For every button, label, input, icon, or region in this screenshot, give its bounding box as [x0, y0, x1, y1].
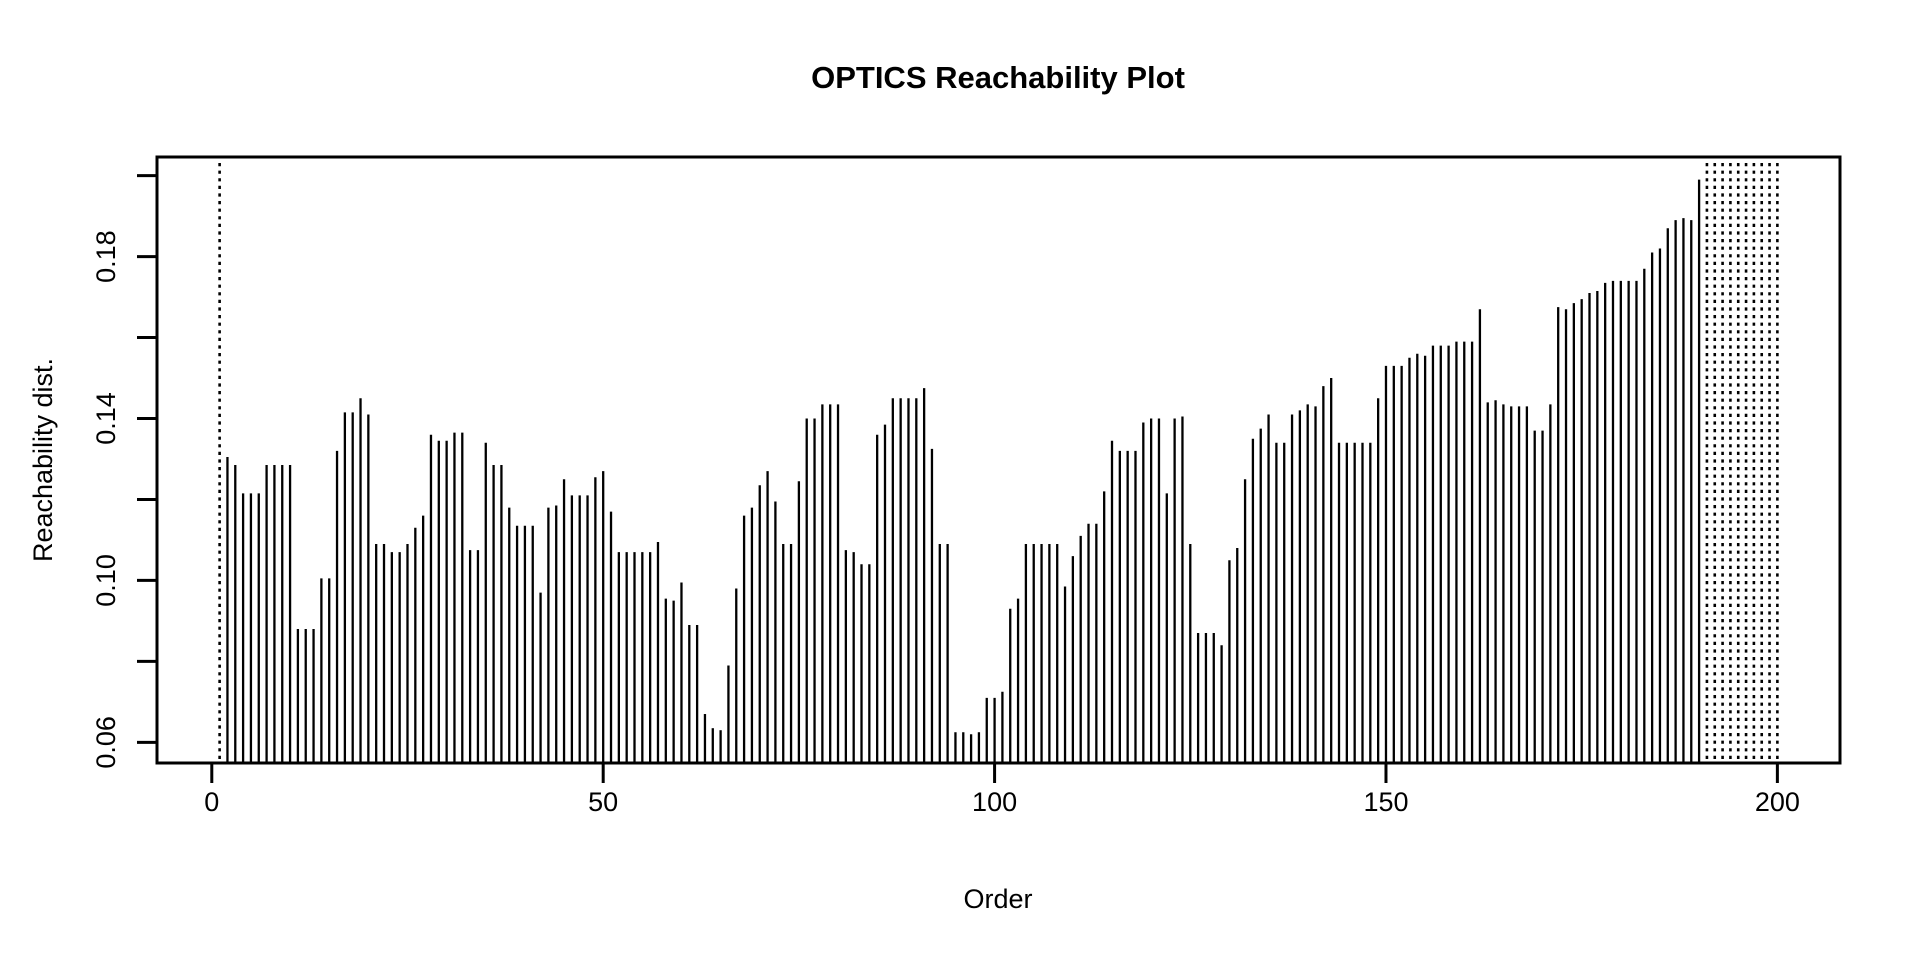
x-tick-label: 50: [588, 787, 618, 817]
y-tick-label: 0.18: [91, 230, 121, 283]
y-tick-label: 0.10: [91, 554, 121, 607]
x-axis: 0 50 100 150 200: [204, 763, 1800, 817]
x-tick-label: 100: [972, 787, 1017, 817]
y-tick-label: 0.14: [91, 392, 121, 445]
x-tick-label: 150: [1363, 787, 1408, 817]
y-axis-label: Reachability dist.: [28, 358, 58, 562]
reachability-bars: [218, 163, 1779, 763]
y-axis: 0.06 0.10 0.14 0.18: [91, 174, 157, 769]
plot-title: OPTICS Reachability Plot: [811, 60, 1185, 95]
x-axis-label: Order: [963, 884, 1032, 914]
y-tick-label: 0.06: [91, 716, 121, 769]
plot-box: [155, 155, 1842, 765]
x-tick-label: 0: [204, 787, 219, 817]
x-tick-label: 200: [1755, 787, 1800, 817]
